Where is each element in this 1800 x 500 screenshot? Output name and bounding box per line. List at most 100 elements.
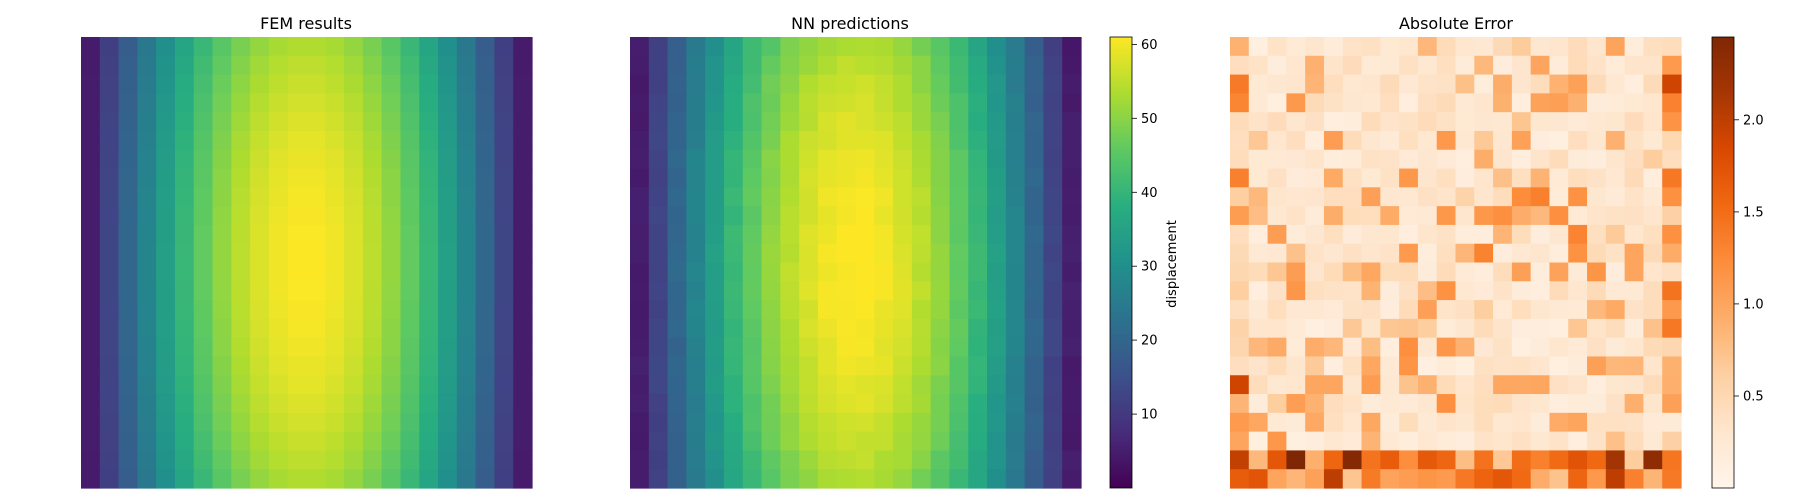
nn-cell: [1043, 281, 1063, 301]
fem-cell: [438, 469, 458, 489]
nn-cell: [1005, 168, 1026, 188]
fem-cell: [438, 224, 458, 245]
fem-cell: [400, 262, 420, 282]
error-cell: [1323, 243, 1344, 264]
nn-cell: [723, 130, 744, 151]
nn-cell: [949, 243, 969, 264]
nn-cell: [817, 93, 838, 113]
fem-cell: [99, 130, 120, 151]
fem-cell: [456, 112, 477, 132]
fem-cell: [494, 431, 514, 452]
error-cell: [1511, 450, 1532, 470]
error-cell: [1230, 37, 1250, 57]
error-cell: [1286, 168, 1306, 188]
error-cell: [1436, 112, 1457, 132]
fem-cell: [156, 281, 176, 301]
displacement-colorbar-tick-label: 60: [1141, 38, 1158, 53]
nn-cell: [1005, 74, 1026, 94]
error-cell: [1493, 112, 1513, 132]
nn-cell: [780, 37, 800, 57]
fem-cell: [419, 74, 439, 94]
nn-cell: [1043, 262, 1063, 282]
nn-cell: [799, 412, 819, 433]
nn-cell: [987, 130, 1007, 151]
fem-cell: [156, 412, 176, 433]
error-cell: [1568, 243, 1588, 264]
nn-cell: [799, 187, 819, 207]
nn-cell: [723, 224, 744, 245]
nn-cell: [911, 375, 932, 395]
error-cell: [1380, 149, 1400, 170]
error-cell: [1624, 300, 1645, 320]
fem-cell: [81, 55, 101, 76]
fem-cell: [268, 93, 289, 113]
nn-cell: [1043, 356, 1063, 376]
nn-cell: [949, 93, 969, 113]
fem-cell: [193, 394, 214, 414]
fem-cell: [81, 149, 101, 170]
fem-cell: [325, 281, 345, 301]
error-cell: [1624, 337, 1645, 358]
error-cell: [1305, 243, 1325, 264]
error-cell: [1399, 168, 1419, 188]
nn-cell: [930, 206, 951, 226]
nn-cell: [630, 112, 650, 132]
fem-cell: [156, 168, 176, 188]
fem-cell: [287, 412, 308, 433]
fem-cell: [494, 300, 514, 320]
error-cell: [1662, 74, 1682, 94]
fem-cell: [438, 394, 458, 414]
error-cell: [1248, 187, 1269, 207]
nn-cell: [930, 149, 951, 170]
nn-cell: [723, 469, 744, 489]
nn-cell: [817, 224, 838, 245]
fem-cell: [475, 469, 496, 489]
fem-cell: [362, 74, 383, 94]
error-cell: [1643, 93, 1663, 113]
nn-cell: [667, 130, 687, 151]
fem-cell: [287, 300, 308, 320]
fem-cell: [268, 356, 289, 376]
nn-cell: [893, 112, 913, 132]
fem-cell: [325, 375, 345, 395]
nn-cell: [949, 55, 969, 76]
nn-cell: [855, 74, 875, 94]
nn-cell: [648, 112, 669, 132]
nn-cell: [780, 243, 800, 264]
error-cell: [1342, 318, 1363, 339]
nn-cell: [1005, 93, 1026, 113]
fem-cell: [513, 112, 533, 132]
error-cell: [1605, 112, 1626, 132]
nn-cell: [1062, 318, 1082, 339]
fem-cell: [419, 356, 439, 376]
fem-cell: [362, 394, 383, 414]
nn-cell: [874, 281, 894, 301]
nn-cell: [1005, 450, 1026, 470]
fem-cell: [287, 431, 308, 452]
fem-cell: [250, 394, 270, 414]
nn-cell: [1024, 262, 1045, 282]
error-cell: [1643, 431, 1663, 452]
error-cell: [1530, 300, 1551, 320]
error-cell: [1305, 337, 1325, 358]
fem-cell: [400, 112, 420, 132]
fem-cell: [475, 74, 496, 94]
fem-cell: [118, 450, 138, 470]
fem-cell: [137, 93, 157, 113]
fem-cell: [250, 112, 270, 132]
nn-cell: [799, 281, 819, 301]
error-cell: [1493, 243, 1513, 264]
error-cell: [1230, 112, 1250, 132]
nn-cell: [723, 300, 744, 320]
nn-cell: [1062, 469, 1082, 489]
error-cell: [1624, 450, 1645, 470]
fem-cell: [231, 224, 251, 245]
nn-cell: [874, 93, 894, 113]
nn-cell: [949, 318, 969, 339]
fem-cell: [99, 412, 120, 433]
nn-cell: [987, 93, 1007, 113]
fem-cell: [231, 394, 251, 414]
error-cell: [1568, 224, 1588, 245]
fem-cell: [381, 412, 402, 433]
fem-cell: [325, 206, 345, 226]
